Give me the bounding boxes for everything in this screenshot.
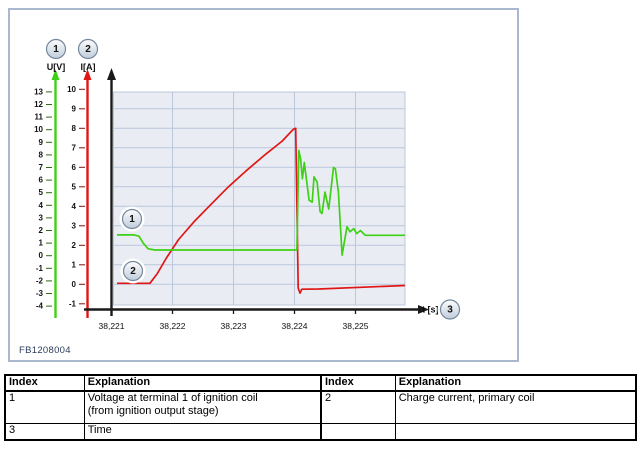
current-axis-unit-label: I[A] [81, 62, 96, 72]
oscilloscope-chart: 131211109876543210-1-2-3-4109876543210-1… [34, 36, 463, 331]
current-tick-label: 8 [72, 124, 77, 133]
table-header-row: Index Explanation Index Explanation [4, 374, 637, 392]
voltage-index-badge-number: 1 [53, 44, 59, 55]
time-tick-label: 38,223 [221, 321, 247, 331]
time-axis-label: t [s] [422, 305, 439, 315]
current-curve-badge-number: 2 [130, 266, 136, 277]
voltage-tick-label: -2 [36, 276, 44, 285]
table-cell-index: 3 [4, 423, 85, 441]
time-axis-arrow [418, 305, 429, 314]
time-tick-label: 38,222 [160, 321, 186, 331]
voltage-tick-label: 1 [39, 239, 44, 248]
time-axis-vertical-arrow [107, 68, 116, 80]
voltage-tick-label: 6 [39, 176, 44, 185]
voltage-tick-label: 13 [34, 87, 43, 96]
voltage-tick-label: 11 [35, 113, 44, 122]
table-header: Index [319, 374, 396, 392]
voltage-tick-label: 4 [39, 201, 44, 210]
table-header: Explanation [83, 374, 322, 392]
time-index-badge [439, 299, 461, 320]
current-index-badge-number: 2 [85, 44, 91, 55]
table-header: Index [4, 374, 85, 392]
current-tick-label: 3 [72, 221, 77, 230]
voltage-tick-label: -3 [36, 289, 44, 298]
current-tick-label: 4 [72, 202, 77, 211]
voltage-axis-unit-label: U[V] [47, 62, 66, 72]
current-tick-label: 0 [72, 280, 77, 289]
time-tick-label: 38,225 [343, 321, 369, 331]
voltage-curve-badge [121, 208, 143, 230]
voltage-curve-badge-number: 1 [129, 214, 135, 225]
table-header: Explanation [394, 374, 637, 392]
voltage-tick-label: 7 [39, 163, 44, 172]
voltage-tick-label: 10 [34, 125, 43, 134]
voltage-tick-label: 5 [39, 188, 44, 197]
table-cell-explanation: Charge current, primary coil [394, 390, 637, 424]
current-tick-label: 9 [72, 104, 77, 113]
voltage-tick-label: 2 [39, 226, 44, 235]
current-axis-arrow [83, 69, 92, 80]
current-curve [117, 127, 405, 294]
voltage-tick-label: 0 [39, 251, 44, 260]
figure-id-label: FB1208004 [19, 345, 71, 356]
table-cell-explanation: Voltage at terminal 1 of ignition coil (… [83, 390, 322, 424]
table-cell-index: 2 [319, 390, 396, 424]
time-tick-label: 38,221 [99, 321, 125, 331]
voltage-tick-label: 8 [39, 150, 44, 159]
current-tick-label: 7 [72, 143, 77, 152]
figure-panel: 13 12 11 10 9 8 7 6 5 4 3 2 1 0 -1 -2 -3 -4 10 9 8 7 6 5 4 3 2 1 0 -1… [8, 8, 519, 362]
time-index-badge-number: 3 [447, 305, 453, 316]
current-curve-badge [122, 260, 144, 282]
table-cell-explanation: Time [83, 423, 322, 441]
current-tick-label: 10 [67, 85, 76, 94]
table-cell-index: 1 [4, 390, 85, 424]
voltage-tick-label: -4 [36, 302, 44, 311]
voltage-tick-label: 3 [39, 213, 44, 222]
table-cell-index [319, 423, 396, 441]
table-row: 3 Time [4, 423, 637, 441]
current-tick-label: -1 [69, 299, 77, 308]
current-tick-label: 5 [72, 182, 77, 191]
voltage-tick-label: 9 [39, 138, 44, 147]
explanation-table: Index Explanation Index Explanation 1 Vo… [4, 374, 637, 441]
voltage-index-badge [45, 38, 67, 60]
table-cell-explanation [394, 423, 637, 441]
current-tick-label: 6 [72, 163, 77, 172]
voltage-tick-label: -1 [36, 264, 44, 273]
current-index-badge [77, 38, 99, 60]
time-tick-label: 38,224 [282, 321, 308, 331]
current-tick-label: 2 [72, 241, 77, 250]
voltage-curve [117, 149, 405, 256]
current-tick-label: 1 [72, 260, 77, 269]
table-row: 1 Voltage at terminal 1 of ignition coil… [4, 390, 637, 424]
plot-area [113, 91, 406, 306]
voltage-axis-arrow [51, 69, 60, 80]
voltage-tick-label: 12 [34, 100, 43, 109]
